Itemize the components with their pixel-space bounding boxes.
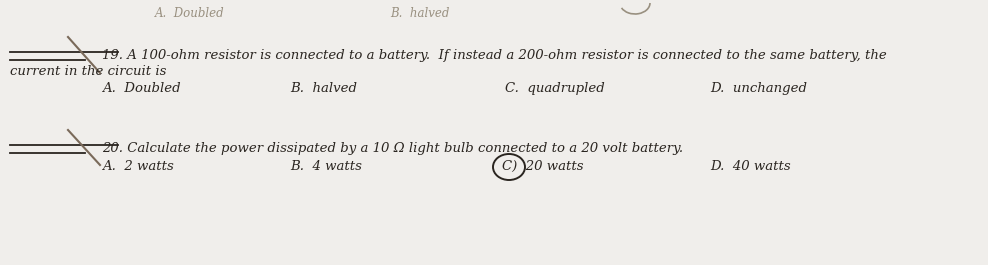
Text: A.  2 watts: A. 2 watts [102, 160, 174, 173]
Text: current in the circuit is: current in the circuit is [10, 65, 166, 78]
Text: B.  halved: B. halved [390, 7, 450, 20]
Text: D.  40 watts: D. 40 watts [710, 160, 790, 173]
Text: C)  20 watts: C) 20 watts [502, 160, 584, 173]
Text: B.  4 watts: B. 4 watts [290, 160, 362, 173]
Text: 19. A 100-ohm resistor is connected to a battery.  If instead a 200-ohm resistor: 19. A 100-ohm resistor is connected to a… [102, 49, 887, 62]
Text: A.  Doubled: A. Doubled [102, 82, 181, 95]
Text: C.  quadrupled: C. quadrupled [505, 82, 605, 95]
Text: D.  unchanged: D. unchanged [710, 82, 807, 95]
Text: A.  Doubled: A. Doubled [155, 7, 224, 20]
Text: B.  halved: B. halved [290, 82, 357, 95]
Text: 20. Calculate the power dissipated by a 10 Ω light bulb connected to a 20 volt b: 20. Calculate the power dissipated by a … [102, 142, 683, 155]
